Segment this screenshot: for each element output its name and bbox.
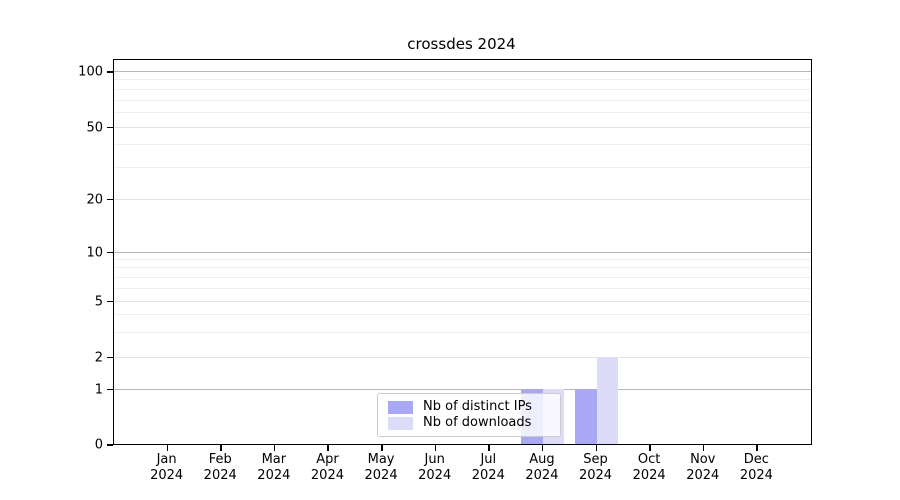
x-tick-label-aug: Aug 2024 <box>525 452 559 483</box>
x-tick-dec <box>756 445 758 451</box>
gridline-y-3 <box>114 331 811 333</box>
x-tick-jul <box>488 445 490 451</box>
gridline-y-80 <box>114 88 811 90</box>
gridline-y-50 <box>114 126 811 128</box>
legend-swatch-distinct-ips <box>388 400 413 414</box>
x-tick-label-mar: Mar 2024 <box>257 452 291 483</box>
x-tick-jun <box>434 445 437 451</box>
y-tick-1 <box>107 388 113 390</box>
gridline-y-8 <box>114 267 811 269</box>
y-tick-label-5: 5 <box>94 294 103 309</box>
y-tick-50 <box>107 126 113 128</box>
legend-swatch-downloads <box>388 416 413 430</box>
x-tick-mar <box>273 445 276 451</box>
gridline-y-100 <box>114 71 811 72</box>
x-tick-jan <box>166 445 169 451</box>
gridline-y-40 <box>114 144 811 146</box>
x-tick-label-jan: Jan 2024 <box>150 452 184 483</box>
x-tick-label-feb: Feb 2024 <box>203 452 237 483</box>
gridline-y-90 <box>114 79 811 81</box>
gridline-y-2 <box>114 356 811 358</box>
legend: Nb of distinct IPs Nb of downloads <box>377 393 561 437</box>
gridline-y-6 <box>114 287 811 289</box>
y-tick-0 <box>107 444 113 446</box>
x-tick-label-apr: Apr 2024 <box>310 452 344 483</box>
bar-downloads-sep <box>596 356 619 444</box>
gridline-y-7 <box>114 276 811 278</box>
gridline-y-10 <box>114 251 811 253</box>
x-tick-oct <box>649 445 651 451</box>
y-tick-2 <box>107 356 113 358</box>
y-tick-label-10: 10 <box>86 245 103 260</box>
legend-row-distinct-ips: Nb of distinct IPs <box>386 399 552 415</box>
x-tick-label-sep: Sep 2024 <box>578 452 613 483</box>
gridline-y-30 <box>114 166 811 168</box>
y-tick-label-100: 100 <box>78 64 103 80</box>
y-tick-5 <box>107 300 113 302</box>
x-tick-may <box>381 445 383 451</box>
y-tick-label-50: 50 <box>86 120 103 135</box>
gridline-y-60 <box>114 111 811 113</box>
x-tick-apr <box>327 445 329 451</box>
x-tick-label-dec: Dec 2024 <box>739 452 773 483</box>
x-tick-label-may: May 2024 <box>364 452 398 483</box>
plot-area <box>113 59 812 445</box>
y-tick-100 <box>107 71 113 73</box>
x-tick-label-jul: Jul 2024 <box>471 452 505 483</box>
x-tick-label-oct: Oct 2024 <box>632 452 666 483</box>
legend-label-downloads: Nb of downloads <box>423 415 532 430</box>
y-tick-label-0: 0 <box>94 437 103 453</box>
x-tick-aug <box>541 445 544 451</box>
y-tick-10 <box>107 251 113 253</box>
gridline-y-1 <box>114 388 811 390</box>
gridline-y-70 <box>114 99 811 101</box>
x-tick-label-jun: Jun 2024 <box>418 452 452 483</box>
x-tick-nov <box>702 445 705 451</box>
bar-distinct-ips-sep <box>575 388 597 444</box>
y-tick-20 <box>107 198 113 200</box>
y-tick-label-20: 20 <box>86 192 103 207</box>
x-tick-sep <box>595 445 598 451</box>
gridline-y-9 <box>114 258 811 260</box>
x-tick-feb <box>220 445 222 451</box>
gridline-y-20 <box>114 198 811 200</box>
chart-title: crossdes 2024 <box>407 35 516 53</box>
x-tick-label-nov: Nov 2024 <box>686 452 720 483</box>
y-tick-label-2: 2 <box>94 350 103 365</box>
legend-row-downloads: Nb of downloads <box>386 415 552 431</box>
gridline-y-5 <box>114 300 811 302</box>
y-tick-label-1: 1 <box>94 382 103 397</box>
gridline-y-4 <box>114 314 811 316</box>
legend-label-distinct-ips: Nb of distinct IPs <box>423 399 532 414</box>
